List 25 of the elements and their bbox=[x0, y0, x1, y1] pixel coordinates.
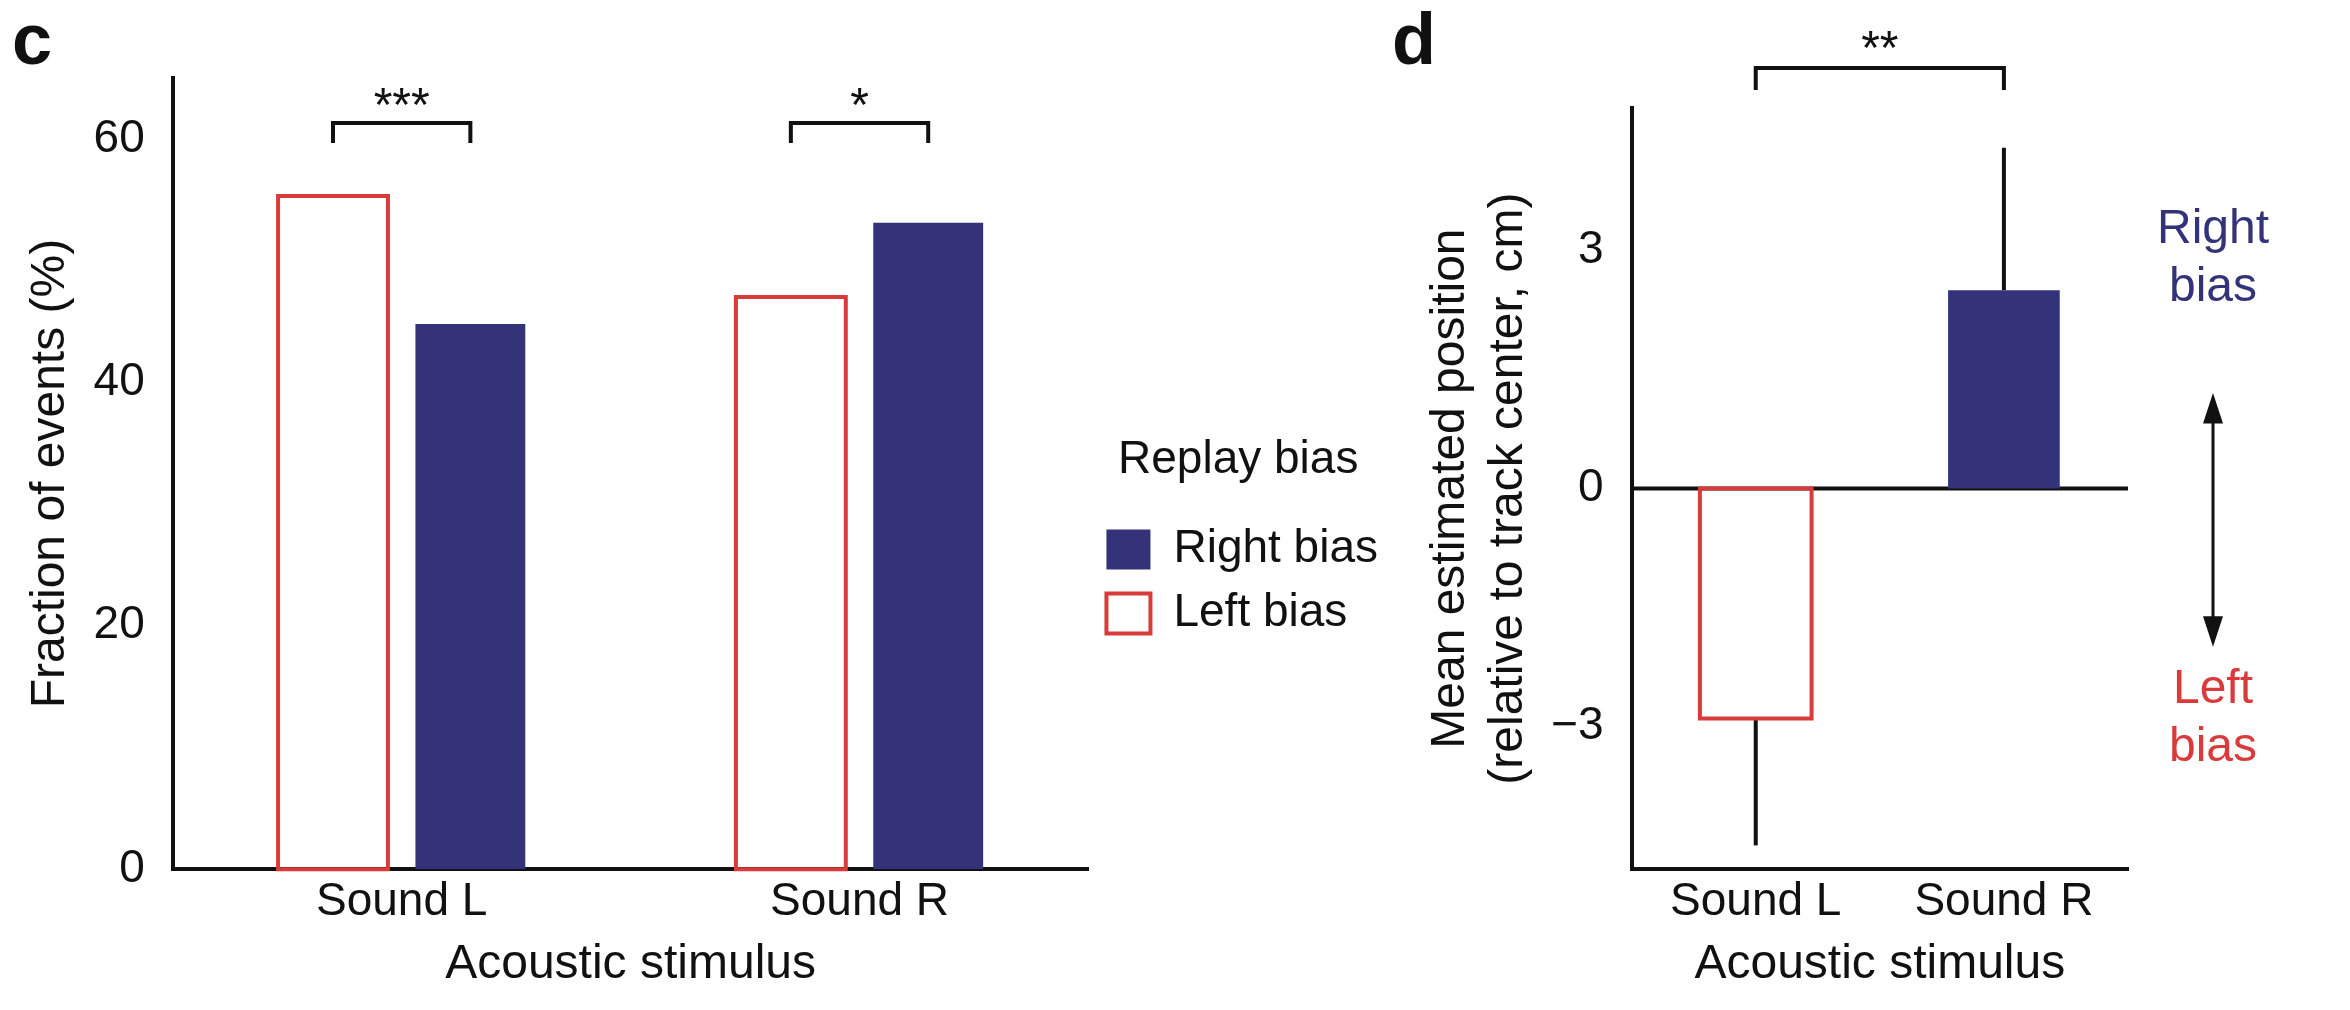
y-axis-title: Mean estimated position (relative to track center, cm) bbox=[1421, 192, 1532, 785]
annotation: *** bbox=[373, 78, 430, 131]
text: ** bbox=[1861, 21, 1899, 74]
y-tick-label: 3 bbox=[1578, 221, 1604, 274]
y-tick-label: 0 bbox=[119, 839, 145, 892]
x-tick-label: Sound L bbox=[315, 873, 488, 926]
x-axis-title: Acoustic stimulus bbox=[445, 935, 816, 989]
x-tick-label: Sound R bbox=[770, 873, 950, 926]
legend-label: Left bias bbox=[1173, 584, 1348, 637]
x-tick-label: Sound R bbox=[1914, 873, 2094, 926]
x-tick-label: Sound L bbox=[1670, 873, 1842, 926]
chart-title: d bbox=[1392, 0, 1436, 79]
legend-title: Replay bias bbox=[1118, 431, 1359, 484]
y-tick-label: −3 bbox=[1551, 697, 1604, 750]
y-tick-label: 60 bbox=[93, 109, 145, 162]
chart-title: c bbox=[12, 0, 53, 79]
legend-label: Right bias bbox=[1173, 520, 1379, 573]
y-tick-label: 0 bbox=[1578, 459, 1604, 512]
text: Right bias bbox=[2156, 199, 2270, 311]
y-tick-label: 20 bbox=[93, 596, 145, 649]
text: Left bias bbox=[2168, 659, 2258, 771]
y-tick-label: 40 bbox=[93, 353, 145, 405]
annotation: * bbox=[850, 78, 869, 131]
x-axis-title: Acoustic stimulus bbox=[1694, 935, 2066, 989]
y-axis-title: Fraction of events (%) bbox=[21, 238, 75, 709]
